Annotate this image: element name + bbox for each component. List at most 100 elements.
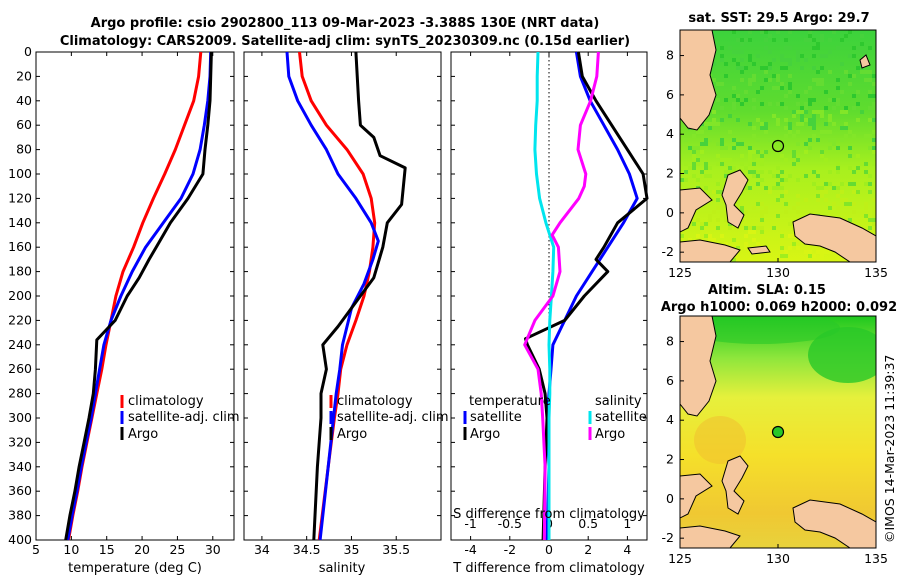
sst-pixel xyxy=(864,214,868,218)
sst-pixel xyxy=(704,174,708,178)
sst-pixel xyxy=(784,38,788,42)
map-y-tick-label: 8 xyxy=(666,48,674,63)
sst-pixel xyxy=(780,54,784,58)
sst-pixel xyxy=(744,226,748,230)
map-y-tick-label: 0 xyxy=(666,491,674,506)
sst-pixel xyxy=(856,90,860,94)
sst-pixel xyxy=(716,122,720,126)
series-line-argo xyxy=(64,51,213,541)
sst-pixel xyxy=(760,122,764,126)
sst-pixel xyxy=(824,158,828,162)
sst-pixel xyxy=(808,30,812,34)
figure-title-line2: Climatology: CARS2009. Satellite-adj cli… xyxy=(60,34,630,49)
sst-pixel xyxy=(748,186,752,190)
sst-pixel xyxy=(696,178,700,182)
sst-pixel xyxy=(840,198,844,202)
sst-pixel xyxy=(828,98,832,102)
sst-pixel xyxy=(832,138,836,142)
sst-pixel xyxy=(836,194,840,198)
sst-pixel xyxy=(808,146,812,150)
sst-pixel xyxy=(744,186,748,190)
y-tick-label: 140 xyxy=(8,215,32,230)
sst-pixel xyxy=(804,142,808,146)
sst-pixel xyxy=(748,78,752,82)
sst-pixel xyxy=(712,62,716,66)
sst-pixel xyxy=(824,182,828,186)
sst-pixel xyxy=(744,66,748,70)
sst-pixel xyxy=(736,66,740,70)
sst-pixel xyxy=(704,162,708,166)
sst-pixel xyxy=(788,74,792,78)
sst-pixel xyxy=(740,142,744,146)
sst-pixel xyxy=(828,138,832,142)
sst-pixel xyxy=(788,82,792,86)
x-tick-label: 2 xyxy=(584,542,592,557)
map-y-tick-label: 2 xyxy=(666,166,674,181)
sst-pixel xyxy=(812,66,816,70)
sst-pixel xyxy=(712,118,716,122)
sst-pixel xyxy=(836,46,840,50)
x-tick-label: 10 xyxy=(63,542,79,557)
sst-pixel xyxy=(816,194,820,198)
sst-pixel xyxy=(756,174,760,178)
sst-pixel xyxy=(868,146,872,150)
map-x-tick-label: 125 xyxy=(668,265,692,280)
sst-pixel xyxy=(724,98,728,102)
sst-pixel xyxy=(820,34,824,38)
sst-pixel xyxy=(684,178,688,182)
copyright-text: ©IMOS 14-Mar-2023 11:39:37 xyxy=(882,355,897,543)
sst-pixel xyxy=(784,158,788,162)
difference-legend: temperature satellite Argo salinity sate… xyxy=(463,394,647,442)
sst-pixel xyxy=(836,166,840,170)
sst-pixel xyxy=(852,182,856,186)
sst-pixel xyxy=(764,122,768,126)
legend-label-climatology: climatology xyxy=(128,394,204,409)
sst-pixel xyxy=(796,58,800,62)
sst-pixel xyxy=(752,162,756,166)
sst-pixel xyxy=(800,106,804,110)
sst-pixel xyxy=(852,106,856,110)
sst-pixel xyxy=(784,190,788,194)
sst-pixel xyxy=(828,206,832,210)
sst-pixel xyxy=(868,174,872,178)
sst-pixel xyxy=(856,118,860,122)
sst-pixel xyxy=(856,190,860,194)
sst-pixel xyxy=(816,46,820,50)
sst-pixel xyxy=(824,190,828,194)
salinity-legend: climatology satellite-adj. clim Argo xyxy=(329,394,449,442)
sst-pixel xyxy=(708,214,712,218)
sst-pixel xyxy=(856,166,860,170)
legend-label-satellite: satellite-adj. clim xyxy=(128,410,240,425)
sst-pixel xyxy=(700,130,704,134)
sst-pixel xyxy=(788,234,792,238)
sst-pixel xyxy=(720,82,724,86)
sst-pixel xyxy=(800,122,804,126)
argo-float-marker xyxy=(771,139,785,153)
sst-pixel xyxy=(808,34,812,38)
sst-pixel xyxy=(776,166,780,170)
sst-pixel xyxy=(792,206,796,210)
land-halmahera xyxy=(721,169,749,229)
sst-pixel xyxy=(860,110,864,114)
sst-pixel xyxy=(740,78,744,82)
sst-pixel xyxy=(856,46,860,50)
sst-pixel xyxy=(804,90,808,94)
sst-pixel xyxy=(832,106,836,110)
sst-pixel xyxy=(748,154,752,158)
sst-pixel xyxy=(784,178,788,182)
sst-pixel xyxy=(820,194,824,198)
sst-pixel xyxy=(788,126,792,130)
sst-pixel xyxy=(732,58,736,62)
sst-pixel xyxy=(716,206,720,210)
map-y-tick-label: 6 xyxy=(666,87,674,102)
sst-pixel xyxy=(752,230,756,234)
sst-pixel xyxy=(740,38,744,42)
sst-pixel xyxy=(724,214,728,218)
sst-pixel xyxy=(744,234,748,238)
sst-pixel xyxy=(852,46,856,50)
sst-pixel xyxy=(872,74,876,78)
sst-pixel xyxy=(724,242,728,246)
map-y-tick-label: 6 xyxy=(666,373,674,388)
sst-pixel xyxy=(752,106,756,110)
sla-high-blob xyxy=(808,327,876,383)
